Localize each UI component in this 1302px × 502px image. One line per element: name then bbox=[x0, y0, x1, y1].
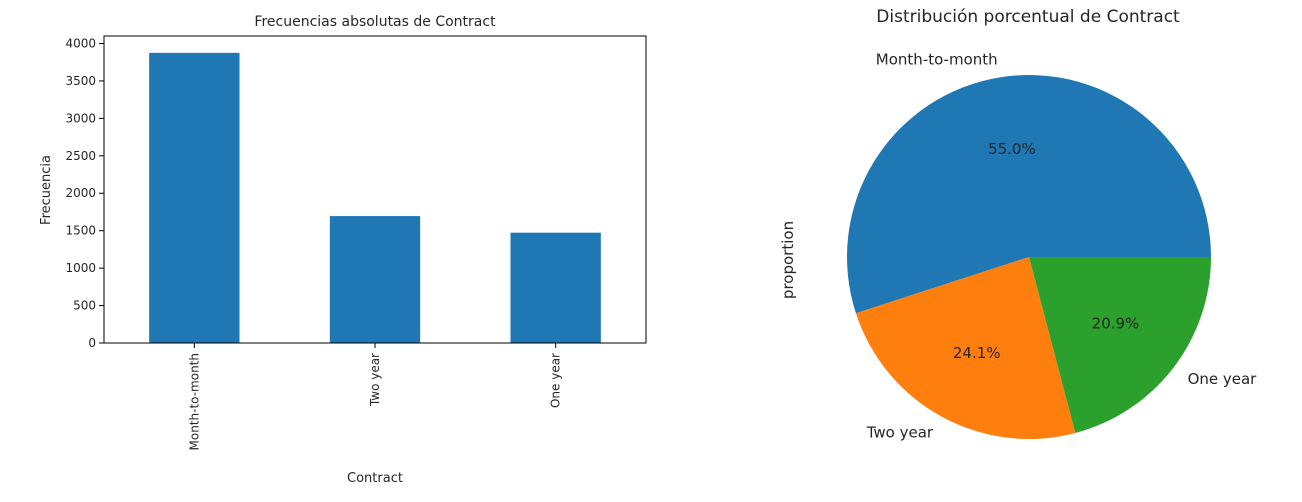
y-tick-label: 2000 bbox=[65, 186, 96, 200]
pie-slice bbox=[847, 75, 1211, 314]
y-axis-ticks: 0 500 1000 1500 2000 2500 3000 3500 4000 bbox=[65, 36, 104, 350]
pie-percent-label: 55.0% bbox=[988, 140, 1036, 158]
y-tick-label: 2500 bbox=[65, 149, 96, 163]
pie-slices bbox=[847, 75, 1211, 439]
pie-label: Two year bbox=[866, 424, 934, 442]
bars bbox=[149, 52, 601, 343]
bar bbox=[510, 232, 601, 343]
bar-chart-title: Frecuencias absolutas de Contract bbox=[254, 14, 496, 30]
y-tick-label: 500 bbox=[73, 299, 96, 313]
pie-chart-title: Distribución porcentual de Contract bbox=[876, 7, 1180, 27]
x-axis-ticks: Month-to-month Two year One year bbox=[187, 343, 563, 451]
pie-percent-labels: 55.0% 24.1% 20.9% bbox=[953, 140, 1139, 362]
bar bbox=[329, 216, 421, 343]
x-axis-label: Contract bbox=[347, 471, 403, 486]
x-tick-label: Two year bbox=[368, 353, 382, 407]
pie-chart: Distribución porcentual de Contract prop… bbox=[779, 7, 1257, 442]
x-tick-label: Month-to-month bbox=[187, 353, 201, 451]
pie-slice bbox=[855, 257, 1076, 439]
y-axis-label: Frecuencia bbox=[39, 155, 54, 225]
y-tick-label: 1500 bbox=[65, 224, 96, 238]
axes-frame bbox=[103, 35, 647, 344]
y-tick-label: 3500 bbox=[65, 74, 96, 88]
pie-slice bbox=[1029, 257, 1211, 433]
pie-label: One year bbox=[1188, 370, 1258, 388]
pie-percent-label: 24.1% bbox=[953, 344, 1001, 362]
pie-y-axis-label: proportion bbox=[779, 221, 797, 299]
bar bbox=[149, 52, 240, 343]
pie-labels: Month-to-month Two year One year bbox=[866, 50, 1257, 441]
bar-chart: Frecuencias absolutas de Contract 0 500 10… bbox=[39, 14, 647, 486]
x-tick-label: One year bbox=[549, 353, 563, 408]
y-tick-label: 4000 bbox=[65, 36, 96, 50]
y-tick-label: 3000 bbox=[65, 111, 96, 125]
pie-percent-label: 20.9% bbox=[1092, 315, 1140, 333]
y-tick-label: 1000 bbox=[65, 261, 96, 275]
pie-label: Month-to-month bbox=[876, 50, 998, 68]
y-tick-label: 0 bbox=[88, 336, 96, 350]
